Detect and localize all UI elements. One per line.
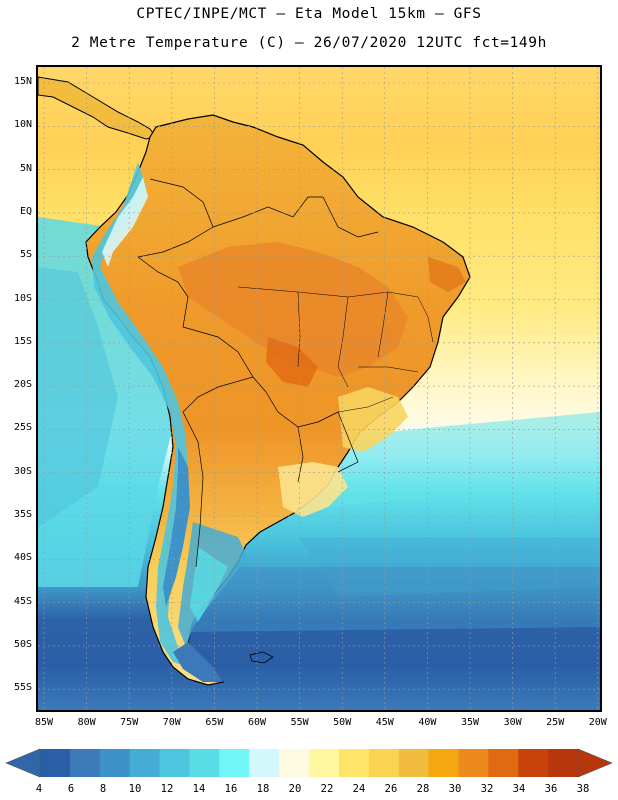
falkland-islands xyxy=(249,651,274,664)
colorbar-cell xyxy=(428,749,459,777)
colorbar-cell xyxy=(518,749,549,777)
central-america xyxy=(38,76,157,140)
lat-label: 15N xyxy=(13,76,32,87)
colorbar-cell xyxy=(548,749,579,777)
lat-label: 15S xyxy=(13,335,32,347)
lon-label: 65W xyxy=(205,717,224,728)
lat-label: 25S xyxy=(13,422,32,434)
colorbar-label: 24 xyxy=(352,783,366,795)
colorbar-cell xyxy=(99,749,131,777)
lat-lon-grid xyxy=(38,67,600,710)
lat-label: 5N xyxy=(19,162,32,174)
lat-label: 35S xyxy=(13,509,32,520)
central-andes-snow xyxy=(163,447,190,607)
lon-label: 85W xyxy=(34,717,54,728)
colorbar-label: 6 xyxy=(67,783,75,795)
lat-label: 30S xyxy=(13,465,32,477)
colorbar-label: 32 xyxy=(480,783,494,795)
lon-label: 80W xyxy=(77,717,96,728)
lat-label: 10N xyxy=(13,119,32,131)
tierra-del-fuego-cold xyxy=(173,642,223,682)
northeast-hotspot xyxy=(428,257,466,292)
lon-label: 75W xyxy=(120,717,139,728)
map-canvas xyxy=(38,67,600,710)
colorbar-cell xyxy=(69,749,101,777)
pacific-cool-core xyxy=(38,267,118,527)
lon-label: 40W xyxy=(418,717,437,728)
lon-label: 45W xyxy=(375,717,394,728)
chart-title-line2: 2 Metre Temperature (C) — 26/07/2020 12U… xyxy=(71,35,547,51)
lon-label: 35W xyxy=(460,717,480,728)
colorbar-cell xyxy=(398,749,430,777)
southern-cold-band xyxy=(188,567,600,632)
colorbar-label: 36 xyxy=(544,783,558,795)
colorbar-label: 4 xyxy=(35,783,43,795)
colorbar-cell xyxy=(279,749,310,777)
colorbar-label: 28 xyxy=(416,783,430,795)
colorbar-cell xyxy=(249,749,280,777)
lat-label: EQ xyxy=(19,205,32,217)
lon-label: 50W xyxy=(333,717,352,728)
colorbar-high-arrow xyxy=(577,748,613,778)
colorbar-label: 8 xyxy=(99,783,107,795)
colorbar-cell xyxy=(189,749,220,777)
northern-andes-highlands xyxy=(102,177,148,267)
lat-label: 5S xyxy=(19,249,32,261)
andes-cold-strip xyxy=(92,162,188,667)
colorbar-label: 18 xyxy=(256,783,270,795)
colorbar-cell xyxy=(458,749,489,777)
colorbar-cell xyxy=(159,749,190,777)
colorbar-label: 16 xyxy=(224,783,238,795)
lat-label: 55S xyxy=(13,682,32,694)
chart-title-line1: CPTEC/INPE/MCT — Eta Model 15km — GFS xyxy=(136,6,482,22)
pantanal-hotspot xyxy=(266,337,318,387)
lon-label: 55W xyxy=(290,717,309,728)
colorbar-label: 30 xyxy=(448,783,462,795)
patagonia-coast-cool xyxy=(190,547,228,622)
colorbar-low-arrow xyxy=(5,748,41,778)
colorbar-cell xyxy=(219,749,250,777)
lon-label: 30W xyxy=(503,717,522,728)
lat-label: 20S xyxy=(13,379,32,391)
colorbar-label: 20 xyxy=(288,783,302,795)
lon-label: 60W xyxy=(247,717,267,728)
pampas-mild-zone xyxy=(278,462,348,517)
lon-label: 70W xyxy=(162,717,181,728)
lat-label: 40S xyxy=(13,552,32,564)
colorbar-label: 10 xyxy=(128,783,142,795)
temperature-map xyxy=(36,65,602,712)
colorbar-cell xyxy=(368,749,400,777)
lon-label: 25W xyxy=(546,717,565,728)
colorbar-label: 26 xyxy=(384,783,398,795)
colorbar-label: 14 xyxy=(192,783,206,795)
colorbar-cell xyxy=(309,749,340,777)
state-borders xyxy=(237,286,434,413)
interior-hot-core xyxy=(178,242,408,377)
colorbar-label: 34 xyxy=(512,783,526,795)
colorbar xyxy=(5,748,613,778)
colorbar-label: 12 xyxy=(160,783,174,795)
colorbar-cell xyxy=(488,749,519,777)
colorbar-cell xyxy=(338,749,370,777)
colorbar-label: 22 xyxy=(320,783,334,795)
colorbar-label: 38 xyxy=(576,783,590,795)
lat-label: 50S xyxy=(13,638,32,650)
lat-label: 10S xyxy=(13,292,32,304)
southeast-mild-zone xyxy=(338,387,408,452)
lat-label: 45S xyxy=(13,595,32,607)
colorbar-cell xyxy=(40,749,71,777)
lon-label: 20W xyxy=(588,717,607,728)
colorbar-cell xyxy=(129,749,161,777)
